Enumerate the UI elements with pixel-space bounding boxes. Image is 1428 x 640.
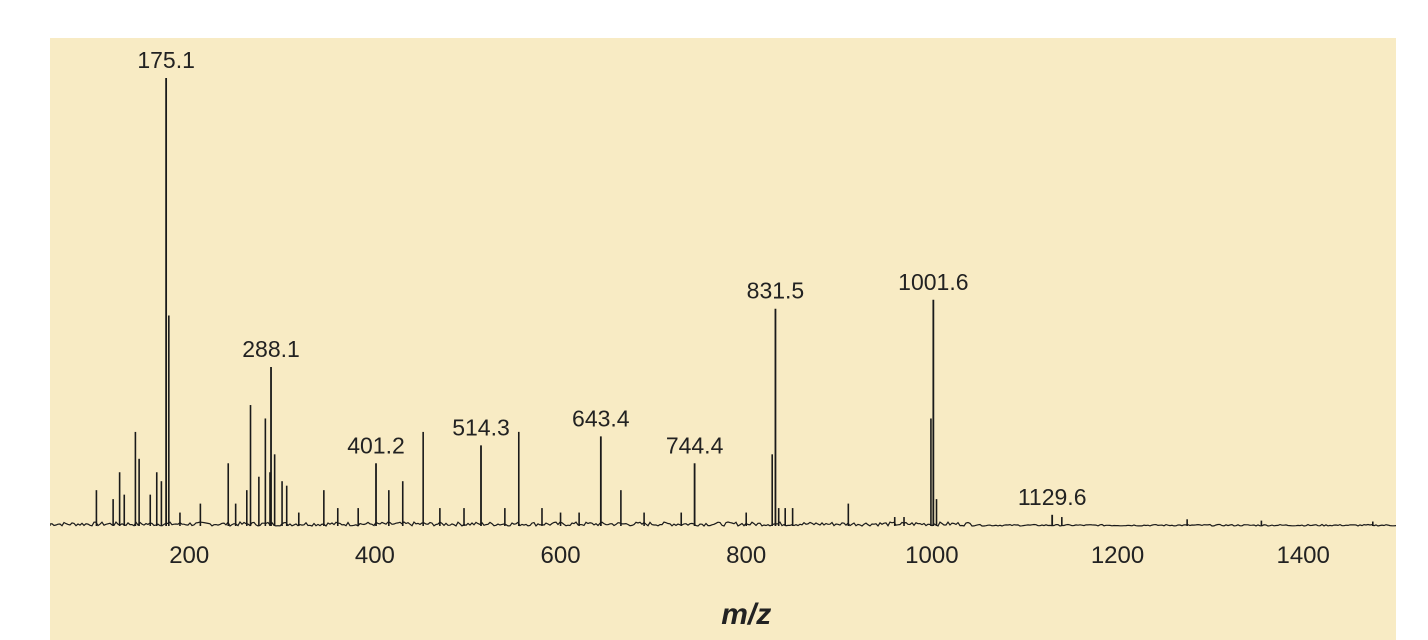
x-tick-label: 1000 (905, 542, 958, 569)
peak-label: 831.5 (747, 278, 805, 304)
peak-lines (95, 78, 1374, 526)
baseline-noise (50, 520, 1396, 527)
chart-canvas: 175.1 288.1 401.2 514.3 643.4 744.4 831.5 1001.… (50, 38, 1396, 640)
x-tick-label: 1400 (1276, 542, 1329, 569)
x-tick-label: 200 (169, 542, 209, 569)
peak-label: 175.1 (137, 47, 195, 73)
peak-label: 514.3 (452, 414, 510, 440)
peak-label: 1129.6 (1018, 484, 1087, 510)
peak-label: 744.4 (666, 432, 724, 458)
peak-label: 401.2 (347, 432, 405, 458)
peak-labels: 175.1 288.1 401.2 514.3 643.4 744.4 831.5 1001.… (137, 47, 1086, 510)
x-tick-label: 800 (726, 542, 766, 569)
peak-label: 1001.6 (898, 269, 968, 295)
spectrum-chart: 175.1 288.1 401.2 514.3 643.4 744.4 831.5 1001.… (50, 38, 1396, 640)
x-tick-label: 1200 (1091, 542, 1144, 569)
peak-label: 643.4 (572, 405, 630, 431)
peak-label: 288.1 (242, 336, 300, 362)
x-axis-title: m/z (721, 598, 771, 631)
x-tick-label: 400 (355, 542, 395, 569)
x-tick-label: 600 (541, 542, 581, 569)
plot-background (50, 38, 1396, 640)
x-axis-ticks: 200 400 600 800 1000 1200 1400 (169, 542, 1330, 569)
baseline-trace (50, 520, 1396, 527)
